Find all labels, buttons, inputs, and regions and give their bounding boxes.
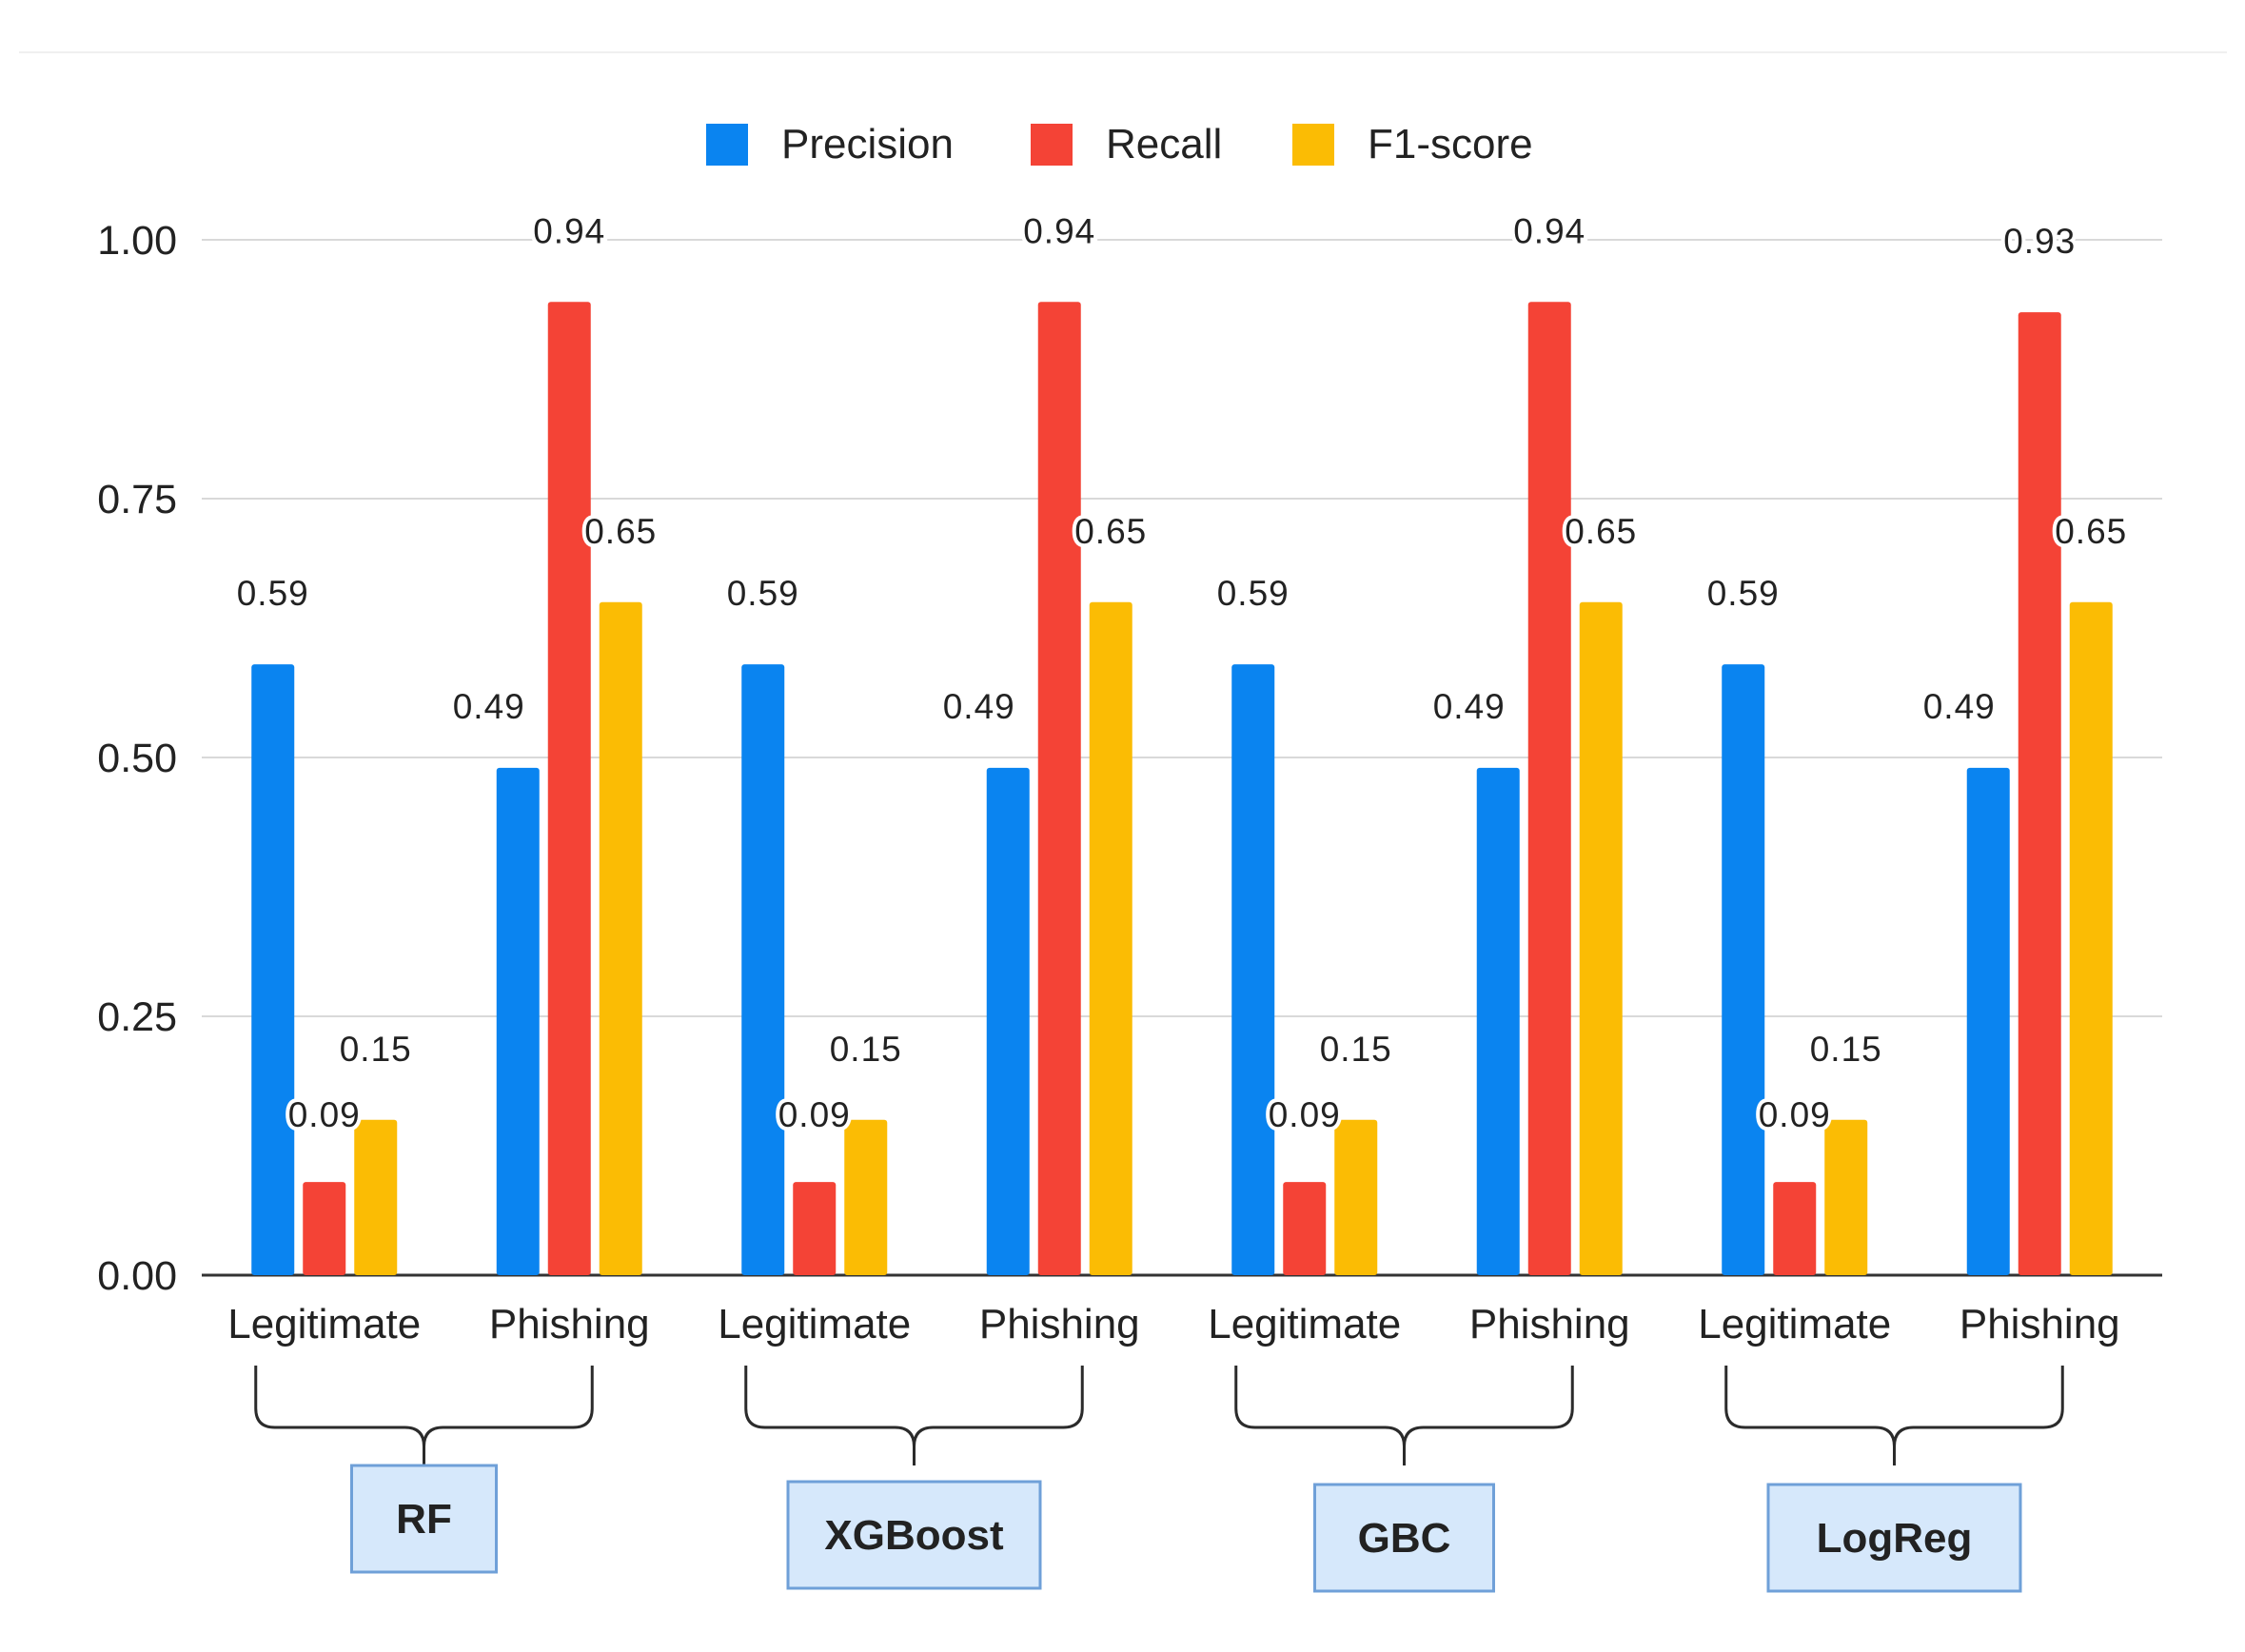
data-label-precision: 0.59 <box>1217 574 1290 613</box>
data-label-f1-score: 0.15 <box>1810 1030 1882 1069</box>
data-label-recall: 0.09 <box>1759 1095 1831 1134</box>
data-label-f1-score: 0.15 <box>340 1030 412 1069</box>
group-brace-xgboost <box>744 1366 1084 1465</box>
bar-f1-score-legitimate <box>1824 1119 1868 1275</box>
bar-recall-legitimate <box>303 1182 346 1275</box>
legend-swatch-precision <box>706 124 748 166</box>
x-tick-label-legitimate: Legitimate <box>1208 1301 1401 1347</box>
group-brace-gbc <box>1234 1366 1574 1465</box>
data-label-f1-score: 0.65 <box>2055 512 2127 551</box>
y-tick-label: 0.00 <box>97 1253 177 1299</box>
bar-f1-score-legitimate <box>1334 1119 1378 1275</box>
data-label-recall: 0.09 <box>1269 1095 1341 1134</box>
legend-swatch-f1-score <box>1292 124 1334 166</box>
group-box-logreg <box>1766 1483 2022 1593</box>
x-tick-label-phishing: Phishing <box>489 1301 650 1347</box>
group-box-gbc <box>1313 1483 1495 1593</box>
bar-precision-legitimate <box>1231 664 1275 1275</box>
group-box-xgboost <box>786 1480 1042 1590</box>
data-label-precision: 0.49 <box>453 687 525 726</box>
group-brace-rf <box>254 1366 594 1465</box>
group-label-logreg: LogReg <box>1817 1515 1973 1562</box>
y-axis-ticks: 0.00 0.25 0.50 0.75 1.00 <box>97 218 177 1299</box>
bar-recall-legitimate <box>1283 1182 1327 1275</box>
bar-recall-legitimate <box>1773 1182 1817 1275</box>
y-tick-label: 0.75 <box>97 477 177 522</box>
bar-f1-score-phishing <box>2069 601 2113 1275</box>
bar-precision-phishing <box>986 767 1030 1275</box>
group-box-rf <box>350 1464 498 1574</box>
data-label-f1-score: 0.65 <box>1565 512 1637 551</box>
data-label-precision: 0.49 <box>1433 687 1506 726</box>
group-label-gbc: GBC <box>1358 1515 1451 1562</box>
x-tick-label-phishing: Phishing <box>1959 1301 2120 1347</box>
y-tick-label: 1.00 <box>97 218 177 264</box>
x-tick-label-phishing: Phishing <box>979 1301 1140 1347</box>
bar-recall-phishing <box>547 302 591 1275</box>
legend-swatch-recall <box>1031 124 1073 166</box>
group-label-xgboost: XGBoost <box>824 1512 1004 1559</box>
data-label-recall: 0.09 <box>778 1095 851 1134</box>
bar-f1-score-phishing <box>1579 601 1623 1275</box>
bars <box>251 302 2113 1275</box>
x-tick-label-legitimate: Legitimate <box>227 1301 421 1347</box>
gridlines <box>202 239 2162 1277</box>
legend: Precision Recall F1-score <box>706 121 1533 167</box>
x-axis-ticks: Legitimate Phishing Legitimate Phishing Legi… <box>227 1301 2119 1347</box>
bar-f1-score-phishing <box>1089 601 1132 1275</box>
group-label-rf: RF <box>396 1496 452 1543</box>
bar-precision-legitimate <box>741 664 785 1275</box>
data-label-recall: 0.94 <box>533 211 605 250</box>
data-label-f1-score: 0.65 <box>584 512 657 551</box>
y-tick-label: 0.50 <box>97 736 177 781</box>
data-label-recall: 0.94 <box>1513 211 1585 250</box>
bar-precision-legitimate <box>251 664 295 1275</box>
x-tick-label-phishing: Phishing <box>1469 1301 1630 1347</box>
x-tick-label-legitimate: Legitimate <box>1698 1301 1891 1347</box>
bar-precision-phishing <box>1476 767 1520 1275</box>
bar-recall-phishing <box>2018 312 2061 1275</box>
data-label-precision: 0.59 <box>1707 574 1780 613</box>
model-groups: RF XGBoost GBC LogReg <box>254 1366 2064 1593</box>
data-label-precision: 0.49 <box>1923 687 1996 726</box>
bar-precision-phishing <box>496 767 540 1275</box>
bar-f1-score-phishing <box>599 601 642 1275</box>
data-label-recall: 0.09 <box>288 1095 361 1134</box>
data-labels: 0.59 0.09 0.15 0.49 0.94 0.65 0.59 0.09 0.15 0.49… <box>233 207 2131 1138</box>
legend-label-recall: Recall <box>1106 121 1222 167</box>
bar-recall-phishing <box>1037 302 1081 1275</box>
bar-precision-phishing <box>1966 767 2010 1275</box>
data-label-recall: 0.94 <box>1023 211 1095 250</box>
data-label-recall: 0.93 <box>2003 222 2076 261</box>
legend-label-precision: Precision <box>781 121 954 167</box>
x-tick-label-legitimate: Legitimate <box>718 1301 911 1347</box>
bar-precision-legitimate <box>1722 664 1765 1275</box>
y-tick-label: 0.25 <box>97 994 177 1040</box>
data-label-precision: 0.59 <box>727 574 799 613</box>
bar-f1-score-legitimate <box>354 1119 398 1275</box>
bar-recall-legitimate <box>793 1182 837 1275</box>
group-brace-logreg <box>1724 1366 2064 1465</box>
data-label-f1-score: 0.65 <box>1074 512 1147 551</box>
data-label-precision: 0.49 <box>943 687 1015 726</box>
legend-label-f1-score: F1-score <box>1368 121 1533 167</box>
bar-recall-phishing <box>1527 302 1571 1275</box>
data-label-f1-score: 0.15 <box>830 1030 902 1069</box>
bar-f1-score-legitimate <box>844 1119 888 1275</box>
data-label-f1-score: 0.15 <box>1320 1030 1392 1069</box>
data-label-precision: 0.59 <box>237 574 309 613</box>
